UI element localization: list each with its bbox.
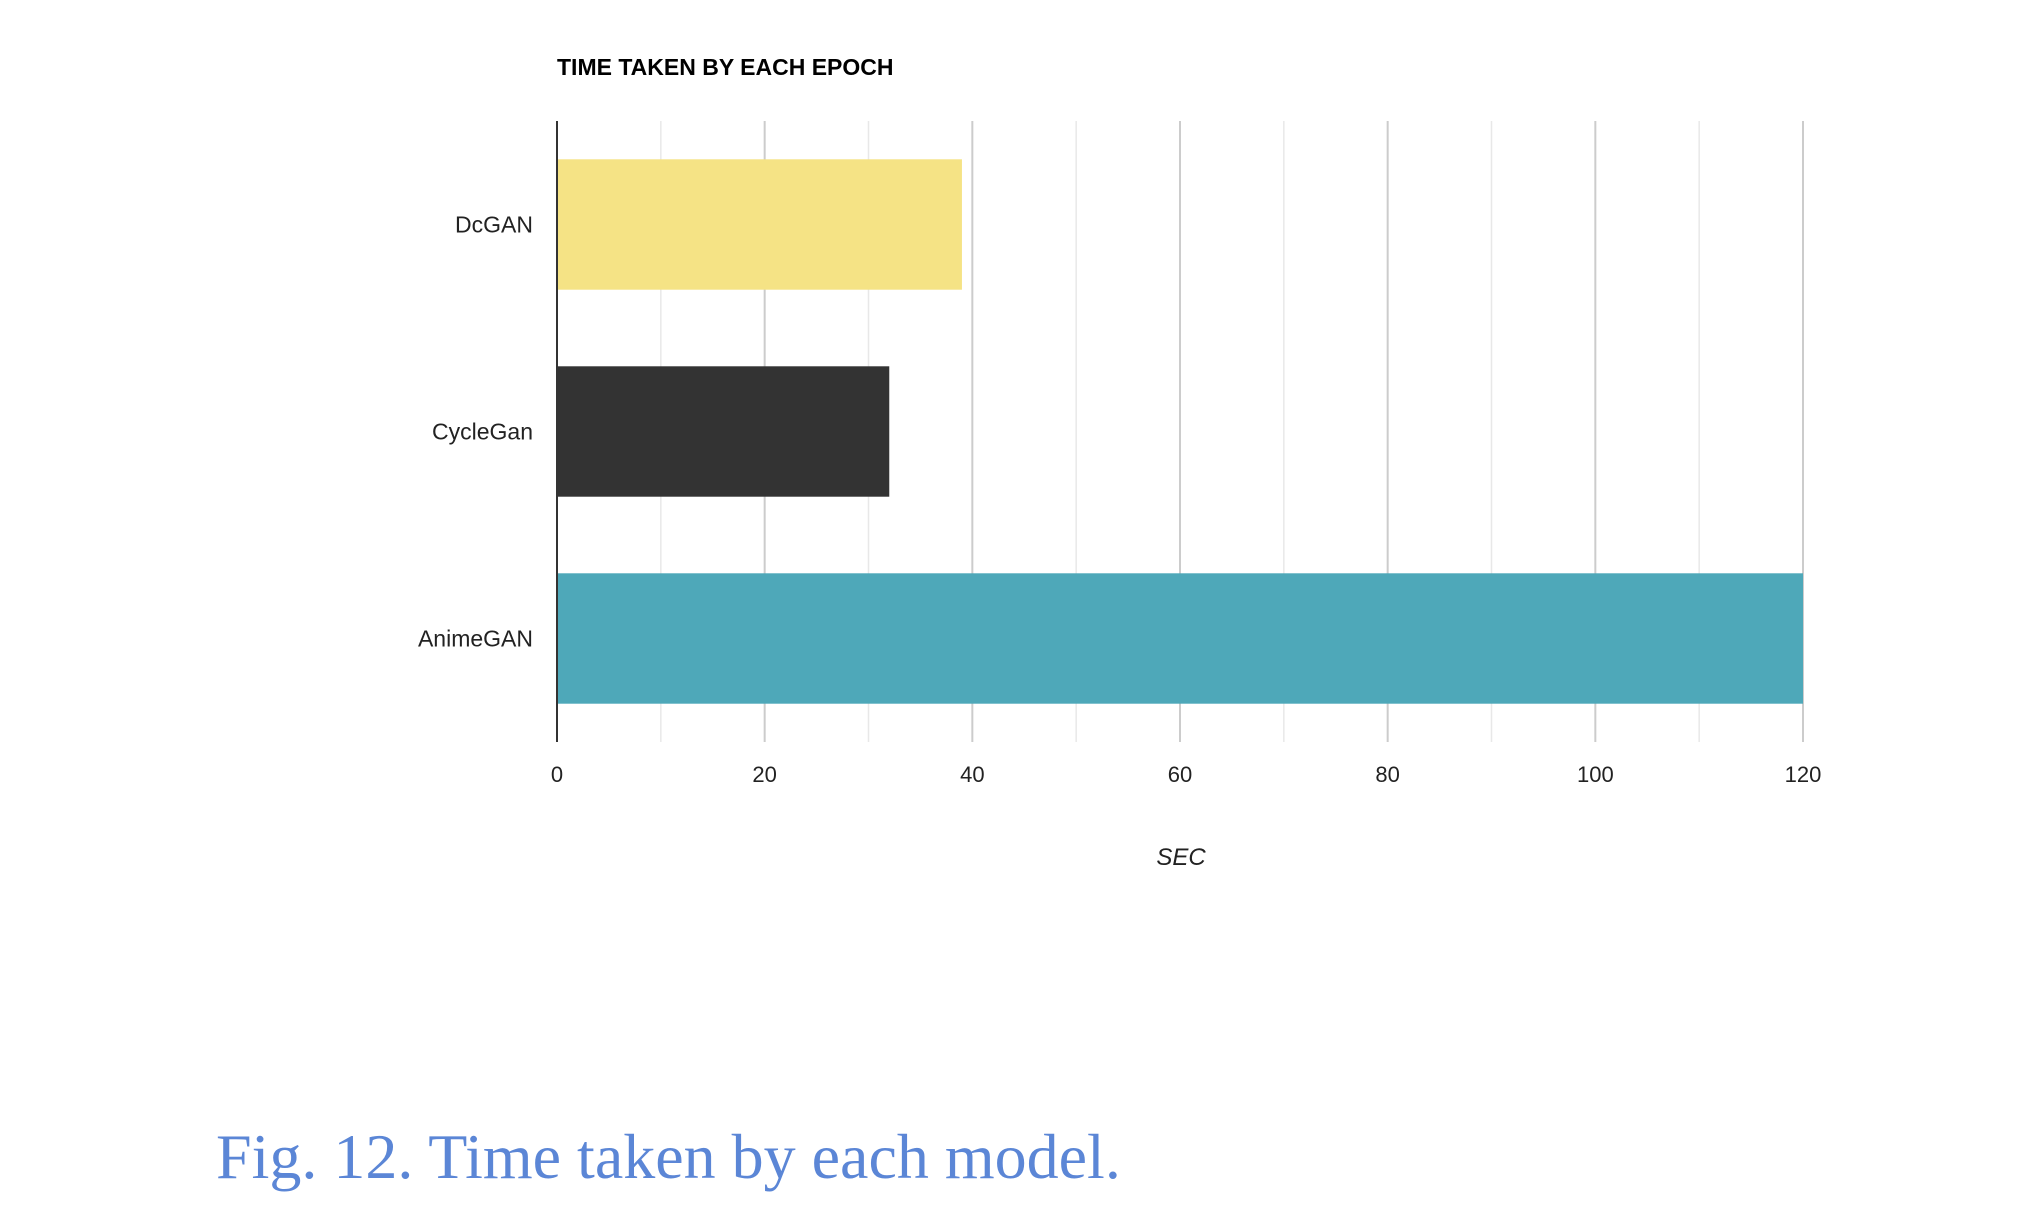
category-label-cyclegan: CycleGan bbox=[432, 419, 533, 445]
chart-title: TIME TAKEN BY EACH EPOCH bbox=[557, 54, 894, 80]
x-tick-label: 60 bbox=[1168, 762, 1192, 787]
bar-cyclegan bbox=[557, 366, 890, 497]
bars bbox=[557, 159, 1803, 704]
x-tick-label: 120 bbox=[1785, 762, 1822, 787]
bar-dcgan bbox=[557, 159, 962, 290]
category-label-animegan: AnimeGAN bbox=[418, 626, 533, 652]
figure-caption: Fig. 12. Time taken by each model. bbox=[216, 1121, 1121, 1192]
x-tick-label: 100 bbox=[1577, 762, 1614, 787]
x-axis-label: SEC bbox=[1156, 844, 1206, 871]
category-label-dcgan: DcGAN bbox=[455, 212, 533, 238]
category-labels: DcGAN CycleGan AnimeGAN bbox=[418, 212, 533, 652]
x-tick-label: 40 bbox=[960, 762, 984, 787]
x-tick-label: 0 bbox=[551, 762, 563, 787]
x-tick-labels: 0 20 40 60 80 100 120 bbox=[551, 762, 1821, 787]
x-tick-label: 80 bbox=[1375, 762, 1399, 787]
x-tick-label: 20 bbox=[752, 762, 776, 787]
bar-animegan bbox=[557, 573, 1803, 704]
